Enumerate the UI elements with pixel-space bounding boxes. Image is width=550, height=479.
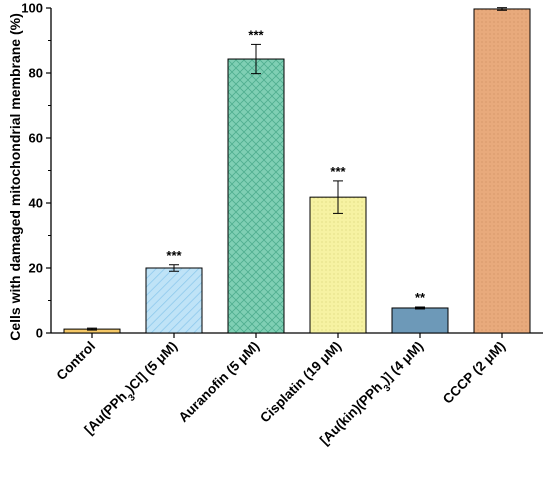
significance-label: ***	[248, 27, 264, 42]
significance-label: ***	[494, 0, 510, 6]
bar	[227, 58, 285, 334]
significance-labels: **************	[166, 0, 510, 305]
x-category-label: Auranofin (5 μM)	[176, 339, 262, 425]
bars	[63, 8, 531, 334]
x-category-label: [Au(PPh3)Cl] (5 μM)	[81, 339, 184, 442]
y-tick-label: 100	[21, 1, 43, 16]
bar	[391, 307, 449, 334]
y-tick-label: 80	[29, 66, 43, 81]
y-tick-labels: 0 20 40 60 80 100	[21, 1, 43, 341]
y-tick-label: 0	[36, 326, 43, 341]
y-tick-label: 60	[29, 131, 43, 146]
significance-label: ***	[330, 164, 346, 179]
bar	[473, 8, 531, 334]
significance-label: ***	[166, 248, 182, 263]
x-category-labels: Control[Au(PPh3)Cl] (5 μM)Auranofin (5 μ…	[54, 339, 509, 448]
error-bars	[87, 7, 507, 331]
significance-label: **	[415, 290, 426, 305]
x-category-label: Cisplatin (19 μM)	[257, 339, 344, 426]
x-category-label: Control	[54, 339, 99, 384]
y-axis-label: Cells with damaged mitochondrial membran…	[7, 13, 23, 341]
bar	[309, 196, 367, 334]
axes	[46, 7, 543, 338]
y-tick-label: 40	[29, 196, 43, 211]
bar	[145, 267, 203, 334]
y-tick-label: 20	[29, 261, 43, 276]
x-category-label: CCCP (2 μM)	[440, 339, 508, 407]
